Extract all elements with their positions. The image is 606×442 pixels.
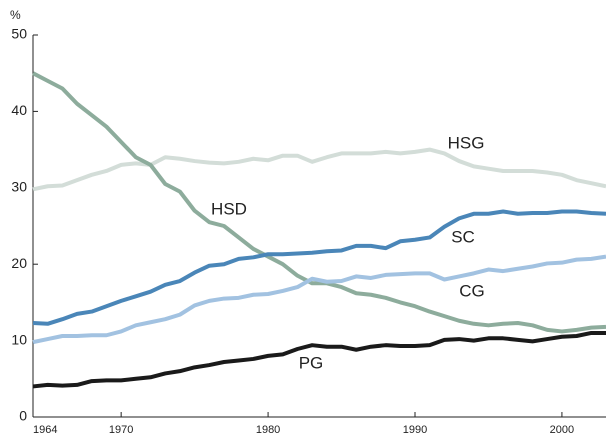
y-tick-label: 50 (11, 26, 27, 42)
series-line (32, 147, 606, 192)
series-line (32, 209, 606, 326)
series-label: PG (299, 353, 324, 372)
y-tick-label: 30 (11, 179, 27, 195)
y-axis-label: % (10, 8, 21, 22)
y-tick-label: 0 (19, 408, 27, 424)
series-label: HSD (211, 199, 247, 218)
y-tick-label: 40 (11, 102, 27, 118)
series-line (32, 330, 606, 389)
x-tick-label: 2000 (550, 424, 574, 436)
y-tick-label: 20 (11, 255, 27, 271)
y-tick-label: 10 (11, 331, 27, 347)
series-label: SC (451, 227, 475, 246)
series-line (32, 71, 606, 334)
series-label: CG (459, 281, 485, 300)
series-label: HSG (448, 133, 485, 152)
series-line (32, 254, 606, 345)
x-tick-label: 1990 (403, 424, 427, 436)
x-tick-label: 1964 (33, 424, 57, 436)
x-tick-label: 1980 (256, 424, 280, 436)
x-tick-label: 1970 (109, 424, 133, 436)
